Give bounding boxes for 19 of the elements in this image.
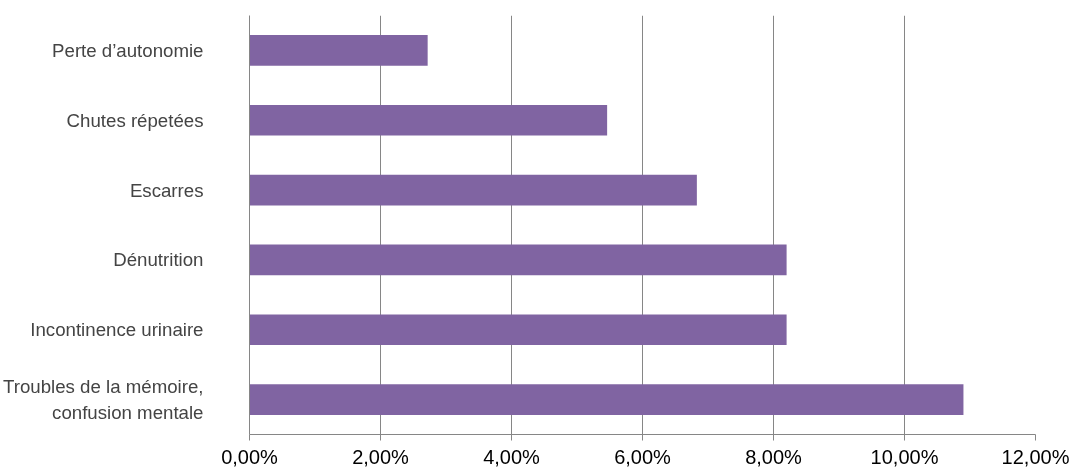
bar	[249, 174, 697, 206]
bar	[249, 104, 608, 136]
bar	[249, 244, 787, 276]
y-tick-label: Dénutrition	[113, 249, 204, 271]
x-tick-label: 10,00%	[870, 445, 939, 468]
y-tick-label: Perte d’autonomie	[52, 39, 204, 61]
y-tick-label: Incontinence urinaire	[30, 319, 204, 341]
x-tick-label: 6,00%	[614, 445, 672, 468]
x-tick-label: 4,00%	[483, 445, 541, 468]
bar	[249, 384, 964, 415]
x-tick-label: 2,00%	[352, 445, 410, 468]
y-tick-label: Chutes répetées	[66, 109, 204, 131]
bar	[249, 35, 428, 66]
y-tick-label: Troubles de la mémoire, confusion mentale	[3, 376, 204, 423]
x-tick-label: 12,00%	[1001, 445, 1070, 468]
y-tick-label: Escarres	[129, 179, 204, 201]
x-tick-label: 0,00%	[221, 445, 279, 468]
x-tick-label: 8,00%	[745, 445, 803, 468]
bar	[249, 314, 787, 346]
